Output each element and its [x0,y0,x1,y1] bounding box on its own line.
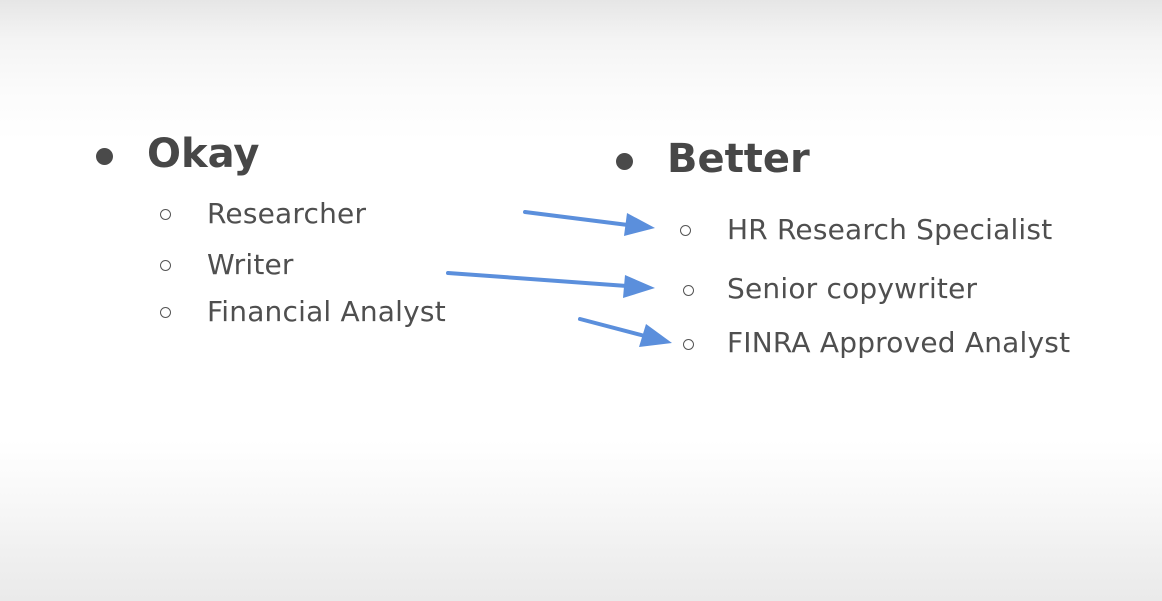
better-bullet-dot [616,153,633,170]
okay-sub-bullet-1 [160,209,171,220]
okay-sub-bullet-2 [160,260,171,271]
better-sub-bullet-1 [680,225,691,236]
okay-item-financial-analyst: Financial Analyst [207,295,446,328]
better-sub-bullet-2 [683,285,694,296]
better-sub-bullet-3 [683,339,694,350]
better-item-finra-approved-analyst: FINRA Approved Analyst [727,326,1071,359]
okay-heading: Okay [147,131,260,177]
arrow-writer-to-senior-copywriter [446,271,655,298]
arrow-researcher-to-hr-specialist [523,210,655,236]
better-item-senior-copywriter: Senior copywriter [727,272,978,305]
better-heading: Better [667,136,810,182]
arrow-financial-analyst-to-finra-analyst [578,317,672,347]
okay-item-writer: Writer [207,248,294,281]
okay-sub-bullet-3 [160,307,171,318]
okay-item-researcher: Researcher [207,197,367,230]
better-item-hr-research-specialist: HR Research Specialist [727,213,1053,246]
okay-bullet-dot [96,148,113,165]
